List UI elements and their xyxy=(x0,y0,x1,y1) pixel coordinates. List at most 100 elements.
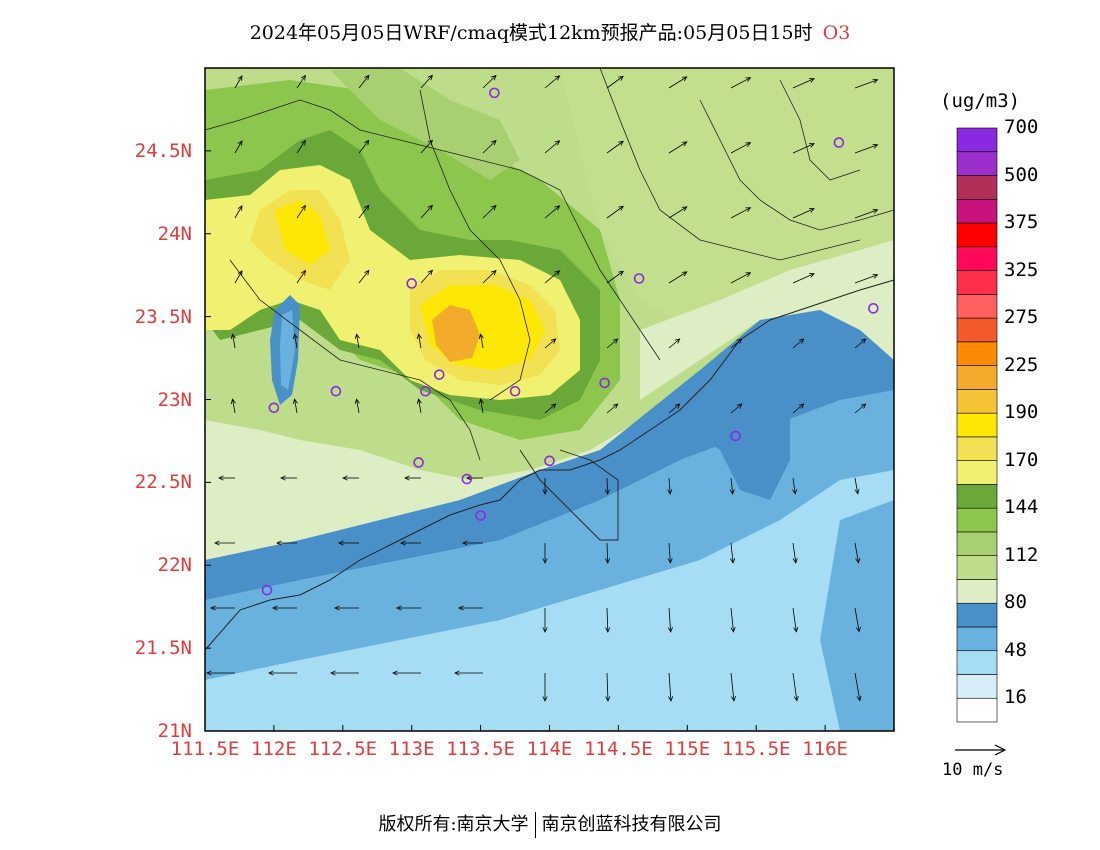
legend-label: 275 xyxy=(1004,306,1039,329)
wind-arrow xyxy=(358,270,370,284)
colorbar-swatch xyxy=(956,151,998,176)
wind-arrow xyxy=(792,403,804,414)
wind-arrowhead xyxy=(872,208,879,214)
station-marker xyxy=(268,402,280,414)
wind-arrow xyxy=(668,76,688,89)
wind-arrow xyxy=(606,205,624,219)
wind-arrowhead xyxy=(854,488,860,495)
wind-arrowhead xyxy=(392,670,398,676)
wind-arrowhead xyxy=(491,204,497,211)
wind-arrowhead xyxy=(612,338,619,344)
wind-arrow xyxy=(294,399,298,414)
wind-arrow xyxy=(234,75,243,89)
wind-arrow xyxy=(358,205,370,219)
copyright-footer: 版权所有:南京大学 南京创蓝科技有限公司 xyxy=(0,810,1100,838)
wind-arrow xyxy=(730,477,734,494)
page-title: 2024年05月05日WRF/cmaq模式12km预报产品:05月05日15时 O… xyxy=(0,18,1100,45)
lon-label: 115.5E xyxy=(721,738,791,760)
wind-arrowhead xyxy=(427,74,433,81)
species-label: O3 xyxy=(822,22,851,44)
wind-arrow xyxy=(232,334,236,349)
wind-arrow xyxy=(730,607,734,632)
colorbar-swatch xyxy=(956,412,998,438)
wind-arrow xyxy=(668,607,672,632)
wind-arrowhead xyxy=(300,74,306,81)
wind-arrow xyxy=(296,75,306,89)
wind-arrowhead xyxy=(730,558,736,564)
wind-arrow xyxy=(544,338,556,349)
legend-label: 80 xyxy=(1004,591,1027,614)
wind-arrowhead xyxy=(427,139,433,146)
colorbar-swatch xyxy=(956,650,998,675)
wind-arrow xyxy=(730,338,742,349)
wind-arrowhead xyxy=(736,338,743,344)
wind-arrowhead xyxy=(729,489,735,495)
wind-arrow xyxy=(606,477,608,495)
wind-arrowhead xyxy=(855,557,861,564)
lat-label: 24.5N xyxy=(134,139,192,162)
lat-label: 24N xyxy=(157,222,192,245)
station-marker xyxy=(261,584,273,596)
colorbar-swatch xyxy=(956,294,998,319)
wind-arrowhead xyxy=(542,627,548,633)
wind-arrowhead xyxy=(491,74,497,81)
axis-ticks xyxy=(204,150,826,732)
wind-arrow xyxy=(854,477,859,494)
lon-label: 113E xyxy=(388,738,435,760)
wind-arrow xyxy=(854,79,878,89)
wind-arrow xyxy=(854,403,866,414)
wind-arrowhead xyxy=(334,605,340,611)
lon-label: 114E xyxy=(526,738,573,760)
wind-arrow xyxy=(730,272,751,284)
wind-arrowhead xyxy=(491,139,497,146)
wind-arrow xyxy=(668,141,688,154)
wind-arrowhead xyxy=(218,475,224,481)
wind-arrowhead xyxy=(542,489,548,495)
wind-arrow xyxy=(356,334,360,349)
colorbar-swatch xyxy=(956,674,998,699)
wind-arrowhead xyxy=(338,540,344,546)
wind-arrowhead xyxy=(280,475,286,481)
wind-arrowhead xyxy=(206,670,212,676)
wind-arrowhead xyxy=(550,338,557,344)
station-marker xyxy=(433,369,445,380)
lat-label: 23N xyxy=(157,388,192,411)
colorbar-swatch xyxy=(956,127,998,153)
wind-arrowhead xyxy=(674,338,681,344)
wind-arrow xyxy=(792,273,815,284)
legend-label: 325 xyxy=(1004,258,1039,281)
wind-arrowhead xyxy=(292,398,298,405)
wind-arrowhead xyxy=(454,670,460,676)
station-marker xyxy=(730,430,741,442)
station-marker xyxy=(406,278,418,289)
wind-arrowhead xyxy=(214,540,220,546)
wind-arrowhead xyxy=(300,204,306,211)
wind-arrowhead xyxy=(400,540,406,546)
reference-vector-arrow xyxy=(955,744,1007,756)
wind-arrowhead xyxy=(542,558,548,564)
legend-label: 144 xyxy=(1004,496,1039,519)
colorbar-swatch xyxy=(956,436,998,461)
station-marker xyxy=(330,385,342,397)
wind-arrowhead xyxy=(745,272,752,277)
legend-label: 225 xyxy=(1004,353,1039,376)
wind-arrowhead xyxy=(736,403,743,409)
wind-arrowhead xyxy=(855,626,861,633)
wind-arrowhead xyxy=(550,403,557,409)
footer-right: 南京创蓝科技有限公司 xyxy=(541,814,722,835)
wind-arrowhead xyxy=(300,269,306,276)
wind-arrowhead xyxy=(237,270,243,276)
wind-arrow xyxy=(792,607,797,632)
lon-label: 116E xyxy=(802,738,848,760)
wind-arrowhead xyxy=(554,270,561,276)
wind-arrowhead xyxy=(491,269,497,276)
wind-arrowhead xyxy=(618,270,624,276)
lat-label: 21N xyxy=(157,720,192,742)
wind-arrowhead xyxy=(554,140,561,146)
wind-arrowhead xyxy=(792,488,798,495)
footer-left: 版权所有:南京大学 xyxy=(378,814,529,835)
wind-arrow xyxy=(606,672,609,701)
wind-vectors xyxy=(206,74,879,702)
wind-arrow xyxy=(418,334,422,349)
wind-arrowhead xyxy=(792,557,798,564)
